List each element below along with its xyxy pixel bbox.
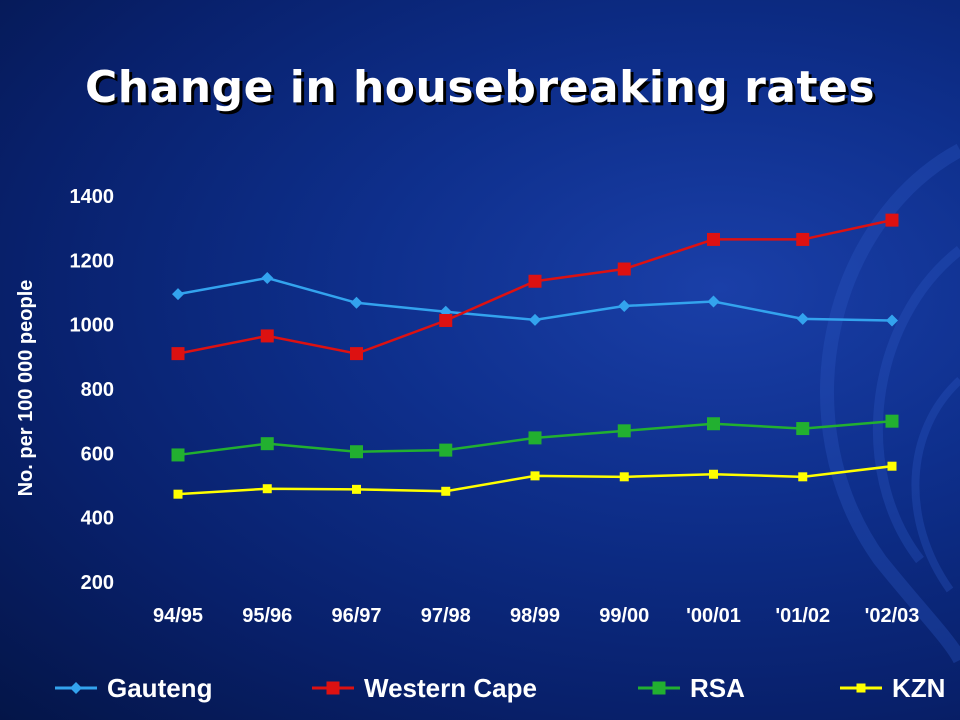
legend-marker [326,681,340,695]
legend-marker [652,681,666,695]
x-tick-label: 97/98 [421,605,471,627]
x-tick-label: '02/03 [865,605,920,627]
data-point [709,469,718,479]
data-point [796,422,810,436]
data-point [260,437,274,451]
legend-label: KZN [892,673,945,703]
x-tick-label: 96/97 [331,605,381,627]
series-western-cape [171,213,899,361]
x-tick-label: '01/02 [775,605,830,627]
data-point [617,424,631,438]
y-tick-label: 1000 [70,315,115,337]
data-point [796,232,810,246]
data-point [886,314,898,327]
x-tick-label: 95/96 [242,605,292,627]
y-tick-label: 1400 [70,186,115,208]
series-rsa [171,414,899,462]
data-point [439,443,453,457]
data-point [172,288,184,301]
data-point [619,472,629,482]
legend-marker [856,683,866,693]
x-tick-label: 99/00 [599,605,649,627]
legend-item: Gauteng [55,673,212,703]
series-group [171,213,899,499]
x-axis-ticks: 94/95 95/96 96/97 97/98 98/99 99/00 '00/01 '01/… [153,605,919,627]
data-point [441,486,451,496]
legend-label: Western Cape [364,673,537,703]
data-point [617,262,631,276]
data-point [530,471,540,481]
data-point [261,272,274,285]
y-tick-label: 400 [81,508,114,530]
data-point [707,295,720,308]
x-tick-label: 98/99 [510,605,560,627]
data-point [529,313,541,326]
data-point [171,347,185,361]
data-point [707,417,720,431]
chart-title: Change in housebreaking rates [84,62,876,113]
y-tick-label: 1200 [70,250,115,272]
legend-item: RSA [638,673,745,703]
data-point [350,296,363,309]
legend-marker [70,682,82,694]
legend-item: KZN [840,673,945,703]
series-kzn [173,461,897,499]
legend-item: Western Cape [312,673,537,703]
y-axis-ticks: 200 400 600 800 1000 1200 1400 [70,186,115,594]
data-point [528,431,542,445]
data-point [887,461,897,471]
data-point [171,448,185,462]
data-point [707,232,720,246]
data-point [885,414,899,428]
data-point [350,445,363,459]
data-point [262,484,272,494]
data-point [618,300,631,313]
legend-label: RSA [690,673,745,703]
x-tick-label: '00/01 [686,605,741,627]
legend: Gauteng Western Cape RSA KZN [55,673,945,703]
y-tick-label: 600 [81,443,114,465]
data-point [796,312,809,325]
data-point [528,274,542,288]
data-point [350,347,363,361]
data-point [260,329,274,343]
x-tick-label: 94/95 [153,605,203,627]
data-point [352,484,361,494]
y-tick-label: 800 [81,379,114,401]
data-point [798,472,808,482]
y-axis-label: No. per 100 000 people [15,280,37,497]
data-point [885,213,899,227]
y-tick-label: 200 [81,572,114,594]
legend-label: Gauteng [107,673,212,703]
data-point [173,489,183,499]
data-point [439,313,453,327]
